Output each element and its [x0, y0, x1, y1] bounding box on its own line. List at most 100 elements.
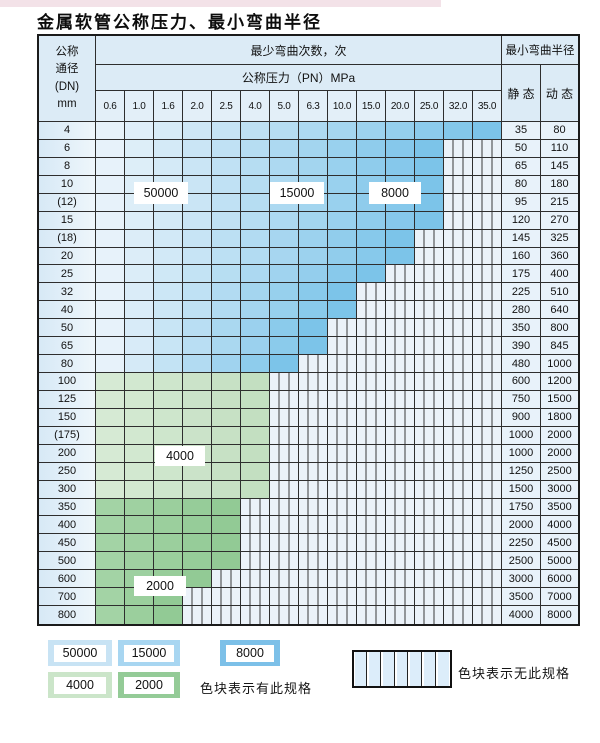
no-spec-cell — [299, 390, 328, 409]
bend-cycles-header: 最少弯曲次数，次 — [96, 36, 502, 65]
spec-cell — [270, 355, 299, 373]
spec-cell — [96, 211, 125, 230]
no-spec-cell — [415, 480, 444, 499]
static-radius-cell: 4000 — [502, 606, 541, 624]
spec-cell — [212, 480, 241, 499]
spec-cell — [328, 157, 357, 176]
band-label-50000: 50000 — [134, 182, 188, 204]
stripe-cell — [424, 652, 437, 686]
spec-cell — [212, 211, 241, 230]
dynamic-radius-cell: 1000 — [541, 355, 578, 373]
spec-cell — [212, 444, 241, 463]
no-spec-cell — [212, 570, 241, 589]
no-spec-cell — [270, 390, 299, 409]
spec-cell — [125, 516, 154, 535]
spec-cell — [241, 337, 270, 356]
dynamic-radius-cell: 2000 — [541, 426, 578, 445]
spec-table: 公称 通径 (DN) mm 最少弯曲次数，次 最小弯曲半径 公称压力（PN）MP… — [37, 34, 580, 626]
no-spec-cell — [415, 588, 444, 607]
static-radius-cell: 1250 — [502, 462, 541, 481]
no-spec-cell — [386, 408, 415, 427]
no-spec-cell — [241, 498, 270, 517]
dynamic-header: 动 态 — [541, 65, 578, 122]
dynamic-radius-cell: 4500 — [541, 534, 578, 553]
no-spec-cell — [473, 408, 502, 427]
no-spec-cell — [270, 408, 299, 427]
no-spec-cell — [241, 516, 270, 535]
no-spec-cell — [270, 444, 299, 463]
no-spec-cell — [328, 373, 357, 391]
spec-cell — [299, 247, 328, 266]
no-spec-cell — [328, 426, 357, 445]
legend-block-50000: 50000 — [48, 640, 112, 666]
spec-cell — [183, 534, 212, 553]
no-spec-cell — [212, 606, 241, 624]
no-spec-cell — [357, 516, 386, 535]
dynamic-radius-cell: 145 — [541, 157, 578, 176]
spec-cell — [125, 480, 154, 499]
static-radius-cell: 280 — [502, 301, 541, 320]
dn-header-line: mm — [57, 97, 77, 110]
spec-cell — [96, 301, 125, 320]
static-radius-cell: 390 — [502, 337, 541, 356]
spec-cell — [270, 157, 299, 176]
no-spec-cell — [473, 247, 502, 266]
no-spec-cell — [473, 570, 502, 589]
pressure-tick: 1.0 — [125, 91, 154, 122]
spec-cell — [328, 283, 357, 302]
no-spec-cell — [386, 319, 415, 338]
no-spec-cell — [328, 337, 357, 356]
no-spec-cell — [444, 444, 473, 463]
no-spec-cell — [299, 516, 328, 535]
spec-cell — [212, 337, 241, 356]
spec-cell — [357, 211, 386, 230]
spec-cell — [125, 498, 154, 517]
legend-no-spec-swatch — [352, 650, 452, 688]
spec-cell — [212, 534, 241, 553]
spec-cell — [125, 444, 154, 463]
spec-cell — [125, 606, 154, 624]
static-radius-cell: 900 — [502, 408, 541, 427]
pressure-tick: 0.6 — [96, 91, 125, 122]
dn-cell: (12) — [39, 193, 96, 212]
spec-cell — [154, 301, 183, 320]
static-header: 静 态 — [502, 65, 541, 122]
spec-cell — [241, 157, 270, 176]
spec-cell — [183, 157, 212, 176]
spec-cell — [241, 462, 270, 481]
no-spec-cell — [328, 606, 357, 624]
dn-cell: 500 — [39, 552, 96, 571]
spec-cell — [96, 175, 125, 194]
no-spec-cell — [444, 193, 473, 212]
stripe-cell — [382, 652, 395, 686]
spec-cell — [357, 247, 386, 266]
spec-cell — [183, 301, 212, 320]
no-spec-cell — [473, 175, 502, 194]
spec-cell — [357, 139, 386, 158]
static-radius-cell: 1000 — [502, 426, 541, 445]
dynamic-radius-cell: 80 — [541, 122, 578, 140]
dynamic-radius-cell: 2500 — [541, 462, 578, 481]
spec-cell — [125, 211, 154, 230]
spec-table-grid: 公称 通径 (DN) mm 最少弯曲次数，次 最小弯曲半径 公称压力（PN）MP… — [39, 36, 578, 624]
pressure-tick: 1.6 — [154, 91, 183, 122]
no-spec-cell — [444, 265, 473, 284]
spec-cell — [183, 570, 212, 589]
no-spec-cell — [357, 462, 386, 481]
no-spec-cell — [444, 408, 473, 427]
no-spec-cell — [299, 426, 328, 445]
spec-cell — [212, 175, 241, 194]
no-spec-cell — [270, 480, 299, 499]
dn-cell: 65 — [39, 337, 96, 356]
no-spec-cell — [386, 534, 415, 553]
dn-cell: 100 — [39, 373, 96, 391]
spec-cell — [386, 122, 415, 140]
spec-cell — [328, 193, 357, 212]
spec-cell — [183, 247, 212, 266]
dynamic-radius-cell: 845 — [541, 337, 578, 356]
legend-no-spec-text: 色块表示无此规格 — [458, 666, 571, 681]
spec-cell — [183, 122, 212, 140]
no-spec-cell — [357, 408, 386, 427]
no-spec-cell — [299, 570, 328, 589]
spec-cell — [241, 247, 270, 266]
